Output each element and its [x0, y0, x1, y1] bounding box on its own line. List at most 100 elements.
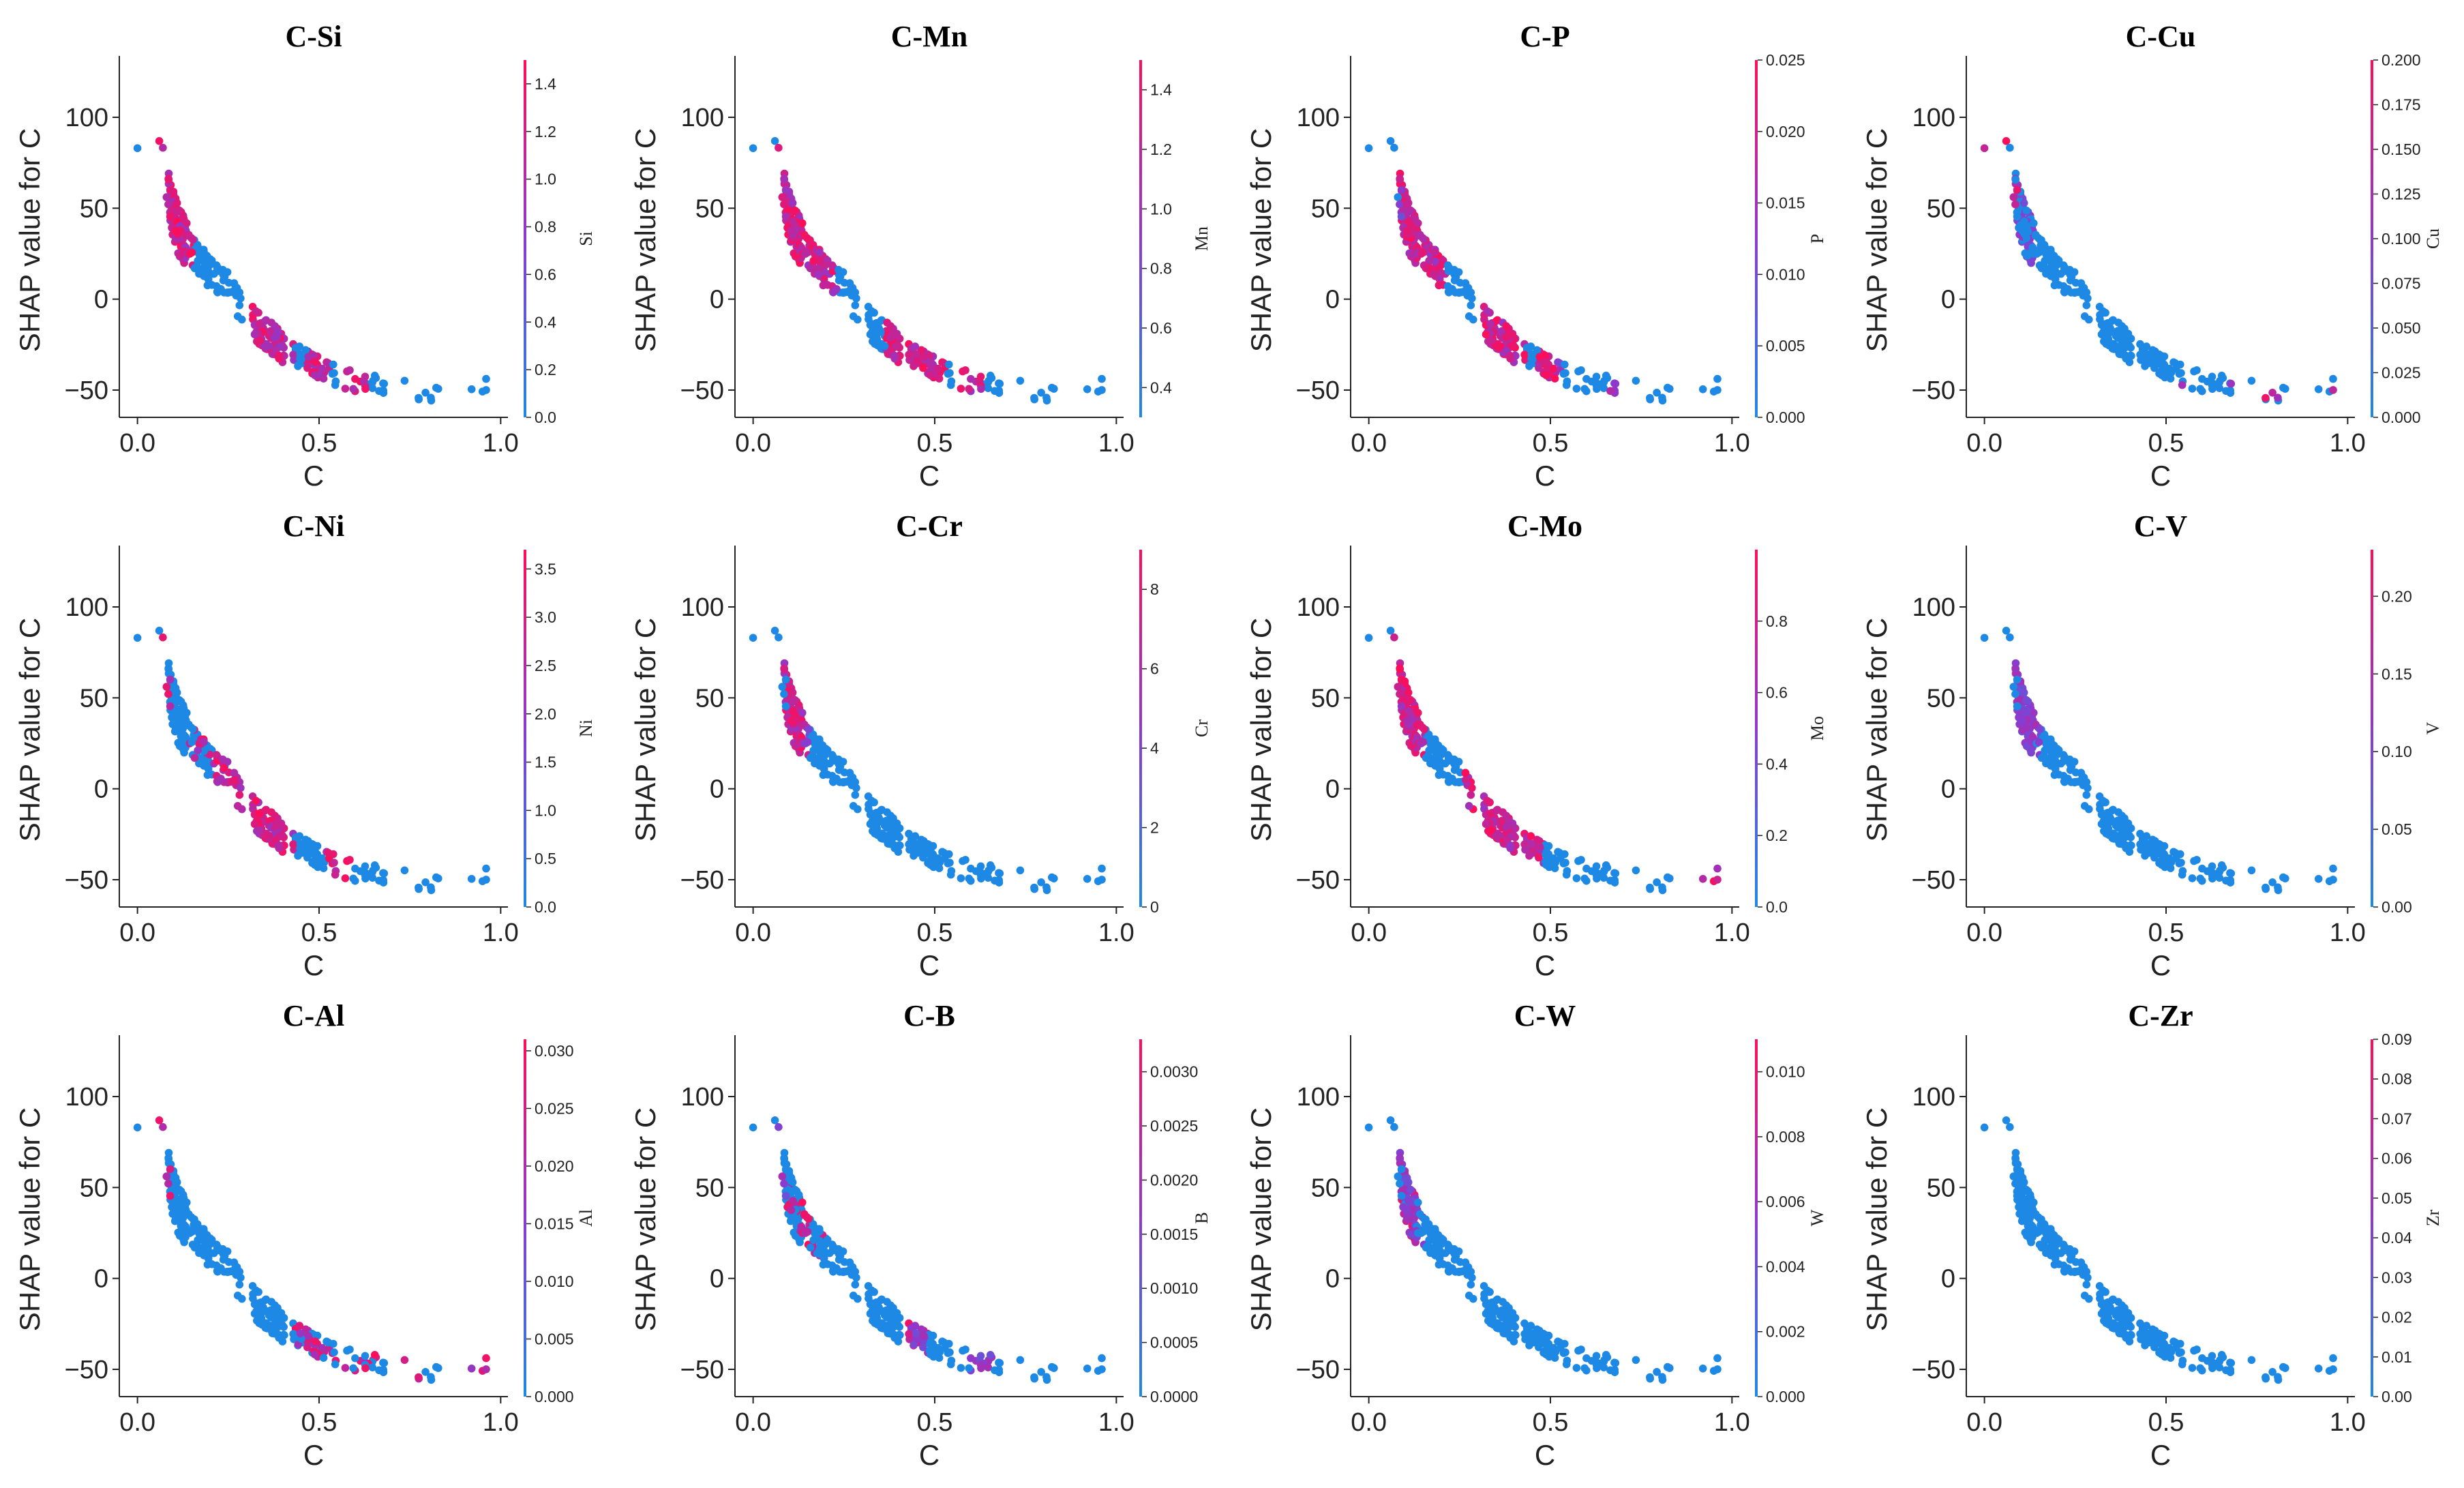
data-point	[976, 372, 985, 381]
data-point	[2150, 363, 2159, 372]
x-tick-label: 0.5	[917, 919, 953, 947]
colorbar	[2371, 1039, 2373, 1397]
data-point	[1542, 371, 1550, 379]
data-point	[892, 342, 901, 351]
data-point	[171, 226, 180, 235]
data-point	[1593, 385, 1601, 393]
data-point	[2066, 755, 2074, 764]
data-point	[2102, 1299, 2110, 1307]
data-point	[871, 826, 880, 835]
data-point	[1419, 1227, 1428, 1236]
data-point	[1394, 193, 1402, 201]
colorbar-tick-label: 2.5	[535, 657, 556, 674]
x-tick-label: 0.5	[301, 1408, 337, 1437]
data-point	[2046, 1249, 2054, 1258]
data-point	[798, 709, 807, 717]
data-point	[1658, 883, 1666, 891]
y-tick-label: 0	[1325, 775, 1340, 804]
data-point	[2196, 1364, 2204, 1373]
data-point	[1582, 864, 1591, 873]
data-point	[1425, 1236, 1433, 1245]
data-point	[1461, 1258, 1470, 1266]
data-point	[175, 206, 184, 215]
data-point	[2176, 850, 2184, 859]
data-point	[965, 385, 973, 393]
colorbar-tick-label: 0.03	[2382, 1268, 2412, 1286]
colorbar-tick-label: 0.6	[535, 265, 556, 283]
data-point	[2034, 248, 2043, 257]
data-point	[1593, 1364, 1601, 1373]
data-point	[1468, 784, 1476, 792]
data-point	[235, 1280, 244, 1289]
data-point	[310, 861, 319, 869]
data-point	[2165, 854, 2174, 863]
data-point	[2198, 1354, 2206, 1363]
data-point	[212, 1240, 221, 1249]
data-point	[1632, 866, 1640, 875]
data-point	[304, 1332, 313, 1341]
data-point	[310, 371, 319, 379]
data-point	[2143, 350, 2152, 359]
data-point	[805, 725, 813, 734]
data-point	[1050, 874, 1058, 882]
data-point	[2222, 387, 2230, 396]
data-point	[1042, 1373, 1051, 1381]
y-tick-label: 50	[1927, 194, 1955, 223]
data-point	[1496, 831, 1505, 840]
data-point	[2178, 870, 2187, 879]
data-point	[775, 633, 783, 642]
data-point	[1396, 200, 1404, 209]
colorbar-label: Cu	[2423, 228, 2443, 249]
data-point	[194, 746, 202, 755]
data-point	[427, 883, 435, 891]
data-point	[237, 784, 245, 792]
x-tick-label: 0.5	[1533, 919, 1569, 947]
data-point	[2011, 1179, 2019, 1188]
data-point	[133, 634, 142, 642]
data-point	[871, 320, 879, 328]
data-point	[2124, 342, 2132, 351]
data-point	[815, 257, 824, 266]
data-point	[2150, 1343, 2159, 1352]
x-tick-label: 0.0	[1351, 919, 1387, 947]
data-point	[172, 198, 181, 207]
data-point	[1422, 754, 1430, 762]
data-point	[991, 387, 999, 396]
colorbar-tick-label: 0.0020	[1150, 1171, 1198, 1189]
data-point	[976, 862, 985, 871]
data-point	[2050, 771, 2059, 779]
data-point	[164, 689, 172, 698]
data-point	[2166, 1354, 2175, 1362]
data-point	[780, 665, 789, 674]
data-point	[250, 330, 259, 339]
data-point	[1562, 1360, 1571, 1369]
data-point	[1606, 876, 1614, 885]
colorbar-tick-label: 0.4	[1766, 755, 1788, 773]
data-point	[166, 212, 175, 221]
data-point	[851, 1280, 860, 1289]
data-point	[361, 1352, 370, 1360]
data-point	[1042, 883, 1051, 891]
data-point	[1030, 883, 1038, 892]
data-point	[434, 1364, 442, 1372]
data-point	[2120, 822, 2128, 831]
data-point	[2247, 866, 2256, 875]
data-point	[2217, 1351, 2226, 1359]
x-tick-label: 0.0	[1966, 919, 2002, 947]
data-point	[2165, 1343, 2174, 1352]
data-point	[331, 1360, 340, 1369]
data-point	[1611, 869, 1620, 878]
data-point	[2034, 738, 2043, 747]
data-point	[991, 876, 999, 885]
data-point	[183, 1198, 191, 1207]
data-point	[1098, 876, 1106, 884]
data-point	[2066, 1245, 2074, 1253]
data-point	[1447, 286, 1456, 294]
data-point	[380, 1358, 389, 1367]
data-point	[798, 1198, 807, 1207]
data-point	[361, 385, 370, 393]
data-point	[957, 874, 965, 882]
x-axis-label: C	[1535, 460, 1555, 492]
data-point	[1550, 1354, 1559, 1362]
